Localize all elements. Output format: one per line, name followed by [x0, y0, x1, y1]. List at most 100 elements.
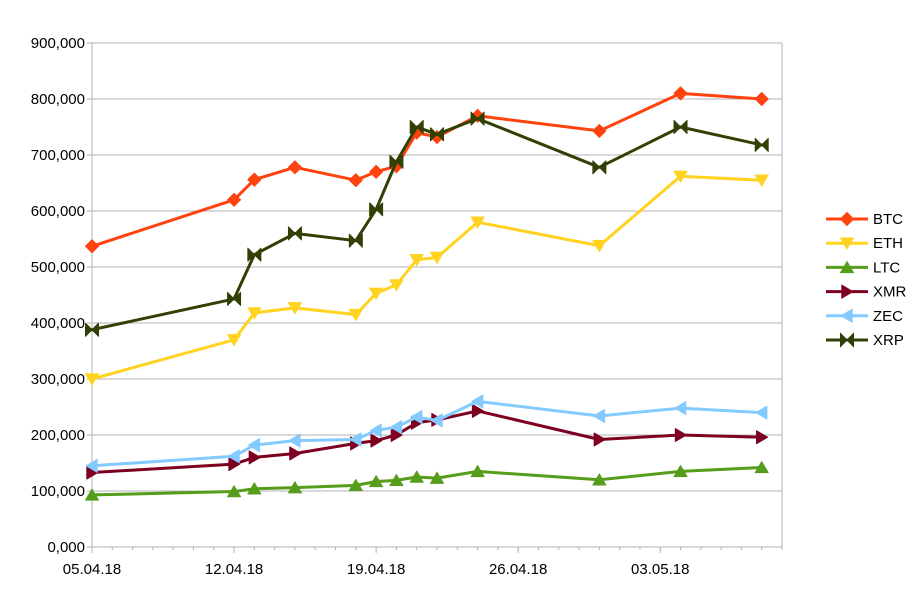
data-point-ltc [369, 475, 384, 488]
legend-marker-xmr [841, 284, 854, 299]
y-tick-label: 700,000 [31, 147, 85, 164]
series-xrp [85, 111, 769, 337]
data-point-xrp [287, 226, 302, 241]
legend: BTC ETH LTC XMR ZEC XRP [826, 211, 907, 349]
data-point-ltc [754, 461, 769, 474]
data-point-xrp [227, 291, 242, 306]
data-point-xrp [247, 247, 262, 262]
legend-label-eth: ETH [873, 235, 903, 252]
data-point-ltc [85, 488, 99, 501]
data-point-zec [674, 401, 687, 416]
data-point-ltc [430, 471, 444, 484]
data-point-zec [85, 458, 98, 473]
y-tick-label: 800,000 [31, 91, 85, 108]
data-point-btc [673, 86, 688, 101]
data-point-xmr [674, 428, 687, 442]
data-point-xrp [348, 233, 363, 248]
data-point-ltc [673, 465, 688, 478]
legend-item-xrp: XRP [826, 332, 904, 349]
data-point-zec [755, 405, 768, 420]
series-line-zec [90, 399, 764, 468]
data-point-xrp [754, 137, 769, 152]
legend-item-btc: BTC [826, 211, 903, 228]
y-tick-label: 600,000 [31, 203, 85, 220]
data-point-eth [673, 170, 688, 183]
data-point-btc [592, 123, 607, 138]
data-point-zec [248, 438, 261, 453]
series-ltc [85, 461, 769, 501]
data-point-zec [410, 410, 423, 425]
data-point-zec [593, 408, 606, 423]
data-point-xmr [390, 428, 403, 442]
legend-item-xmr: XMR [826, 284, 907, 301]
y-tick-label: 100,000 [31, 483, 85, 500]
data-point-xrp [430, 127, 444, 142]
series-zec [85, 394, 768, 473]
legend-marker-ltc [839, 260, 855, 274]
x-tick-label: 26.04.18 [489, 561, 547, 578]
data-point-ltc [348, 479, 363, 492]
data-point-ltc [227, 485, 242, 498]
x-tick-label: 19.04.18 [347, 561, 405, 578]
legend-label-xmr: XMR [873, 284, 907, 301]
data-point-ltc [389, 474, 404, 487]
data-point-eth [287, 302, 302, 315]
legend-item-zec: ZEC [826, 308, 903, 325]
series-layer [85, 86, 769, 501]
data-point-xrp [389, 154, 404, 169]
data-point-xmr [248, 450, 261, 465]
data-point-xrp [369, 202, 384, 217]
data-point-xmr [756, 430, 769, 445]
data-point-btc [348, 173, 363, 188]
data-point-zec [349, 432, 362, 447]
y-tick-label: 900,000 [31, 35, 85, 52]
data-point-xrp [470, 111, 485, 126]
series-line-eth [90, 174, 764, 381]
data-point-zec [471, 394, 484, 409]
data-point-btc [85, 239, 99, 254]
data-point-zec [390, 420, 403, 435]
legend-label-btc: BTC [873, 211, 903, 228]
legend-label-zec: ZEC [873, 308, 903, 325]
data-point-zec [430, 413, 443, 428]
legend-item-ltc: LTC [826, 259, 900, 276]
series-line-btc [90, 91, 764, 248]
legend-label-ltc: LTC [873, 259, 900, 276]
data-point-xmr [593, 432, 606, 447]
data-point-btc [227, 192, 242, 207]
legend-marker-eth [839, 237, 855, 251]
data-point-eth [369, 287, 384, 300]
data-point-xmr [471, 403, 484, 418]
data-point-eth [85, 373, 99, 386]
data-point-eth [227, 334, 242, 347]
series-btc [85, 86, 769, 254]
data-point-zec [227, 449, 240, 464]
legend-label-xrp: XRP [873, 332, 904, 349]
y-tick-label: 400,000 [31, 315, 85, 332]
data-point-eth [247, 307, 262, 320]
data-point-ltc [287, 481, 302, 494]
data-point-zec [288, 433, 301, 448]
x-tick-label: 12.04.18 [205, 561, 263, 578]
legend-item-eth: ETH [826, 235, 903, 252]
data-point-ltc [247, 482, 262, 495]
data-point-xrp [85, 322, 99, 337]
legend-marker-xrp [840, 332, 854, 348]
data-point-xrp [592, 160, 607, 175]
y-tick-label: 0,000 [47, 539, 85, 556]
y-tick-label: 200,000 [31, 427, 85, 444]
data-point-btc [369, 164, 384, 179]
data-point-eth [348, 308, 363, 321]
data-point-eth [389, 279, 404, 292]
series-xmr [86, 403, 769, 480]
data-point-btc [247, 172, 262, 187]
data-point-ltc [470, 465, 485, 478]
data-point-ltc [409, 470, 424, 483]
legend-marker-zec [840, 308, 853, 324]
legend-marker-btc [839, 211, 855, 227]
data-point-eth [409, 254, 424, 267]
data-point-eth [470, 216, 485, 229]
data-point-xmr [289, 446, 302, 461]
